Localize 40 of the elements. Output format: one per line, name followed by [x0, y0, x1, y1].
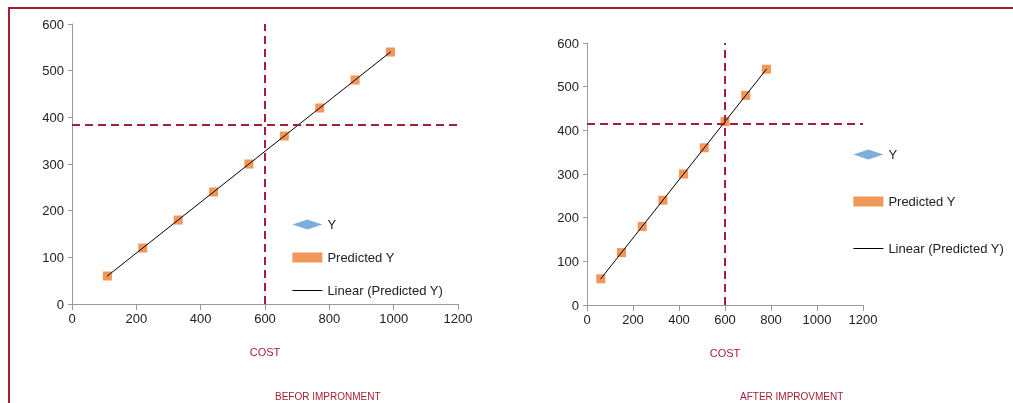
x-axis-title: COST — [249, 345, 281, 358]
x-axis-title: COST — [709, 346, 741, 359]
y-tick-label: 400 — [42, 109, 64, 125]
y-tick-label: 100 — [42, 249, 64, 265]
point — [761, 64, 771, 74]
x-tick-label: 1200 — [443, 311, 473, 326]
x-tick-label: 600 — [714, 312, 736, 327]
x-tick-label: 800 — [760, 312, 782, 327]
y-tick-label: 200 — [42, 203, 64, 219]
y-tick-label: 100 — [557, 253, 579, 269]
x-tick-label: 1000 — [802, 312, 832, 327]
y-tick-label: 600 — [42, 16, 64, 32]
x-tick-label: 400 — [668, 312, 690, 327]
legend-label: Y — [888, 147, 898, 162]
y-tick-label: 500 — [557, 79, 579, 95]
text: AFTER IMPROVMENT — [740, 390, 844, 402]
legend-label: Linear (Predicted Y) — [327, 283, 443, 298]
legend-label: Y — [327, 217, 337, 232]
y-tick-label: 400 — [557, 122, 579, 138]
y-tick-label: 500 — [42, 63, 64, 79]
legend-label: Predicted Y — [888, 194, 956, 209]
x-tick-label: 800 — [318, 311, 341, 326]
y-tick-label: 0 — [56, 296, 64, 312]
y-tick-label: 300 — [42, 156, 64, 172]
x-tick-label: 0 — [68, 311, 76, 326]
text: BEFOR IMPRONMENT — [275, 390, 381, 402]
x-tick-label: 1000 — [379, 311, 409, 326]
legend-label: Linear (Predicted Y) — [888, 241, 1004, 256]
x-tick-label: 200 — [125, 311, 148, 326]
y-tick-label: 600 — [557, 35, 579, 51]
x-tick-label: 600 — [254, 311, 276, 326]
y-tick-label: 0 — [571, 297, 579, 313]
y-tick-label: 300 — [557, 166, 579, 182]
legend-label: Predicted Y — [327, 250, 395, 265]
x-tick-label: 1200 — [848, 312, 878, 327]
x-tick-label: 200 — [622, 312, 644, 327]
x-tick-label: 0 — [583, 312, 591, 327]
y-tick-label: 200 — [557, 210, 579, 226]
point — [596, 274, 606, 284]
x-tick-label: 400 — [189, 311, 212, 326]
